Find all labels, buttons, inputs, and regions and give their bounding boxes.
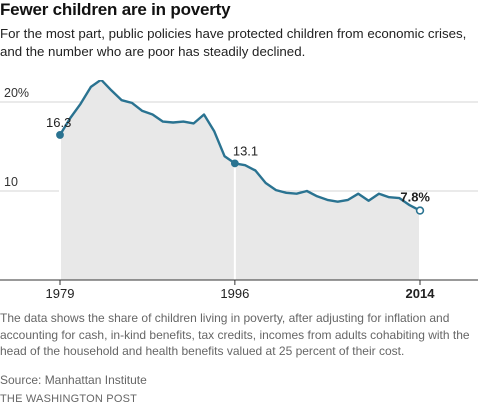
data-label-1979: 16.3: [46, 115, 71, 130]
y-tick-label-10: 10: [4, 175, 18, 189]
annotation-labels: 16.3 13.1 7.8%: [46, 115, 430, 205]
poverty-line-chart: 10 20% 1979 1996 2014 16.3 13.1 7.8%: [0, 80, 478, 301]
data-point-1979: [56, 131, 64, 139]
series-line: [58, 80, 421, 212]
data-point-1996: [230, 159, 239, 168]
area-fill: [60, 80, 420, 280]
data-label-2014: 7.8%: [400, 190, 430, 205]
source-line: Source: Manhattan Institute: [0, 373, 147, 387]
annotation-points: [56, 131, 425, 215]
chart-title: Fewer children are in poverty: [0, 0, 231, 19]
credit-line: THE WASHINGTON POST: [0, 393, 138, 405]
marker-lines: [59, 138, 421, 280]
chart-note: The data shows the share of children liv…: [0, 311, 470, 358]
x-tick-label-2014: 2014: [406, 286, 436, 301]
x-tick-label-1979: 1979: [46, 286, 75, 301]
data-point-2014: [415, 206, 425, 215]
x-tick-label-1996: 1996: [220, 286, 249, 301]
data-label-1996: 13.1: [233, 143, 258, 158]
y-tick-label-20: 20%: [4, 86, 29, 100]
axis-layer: 10 20% 1979 1996 2014: [0, 86, 478, 301]
chart-subtitle: For the most part, public policies have …: [0, 26, 467, 59]
